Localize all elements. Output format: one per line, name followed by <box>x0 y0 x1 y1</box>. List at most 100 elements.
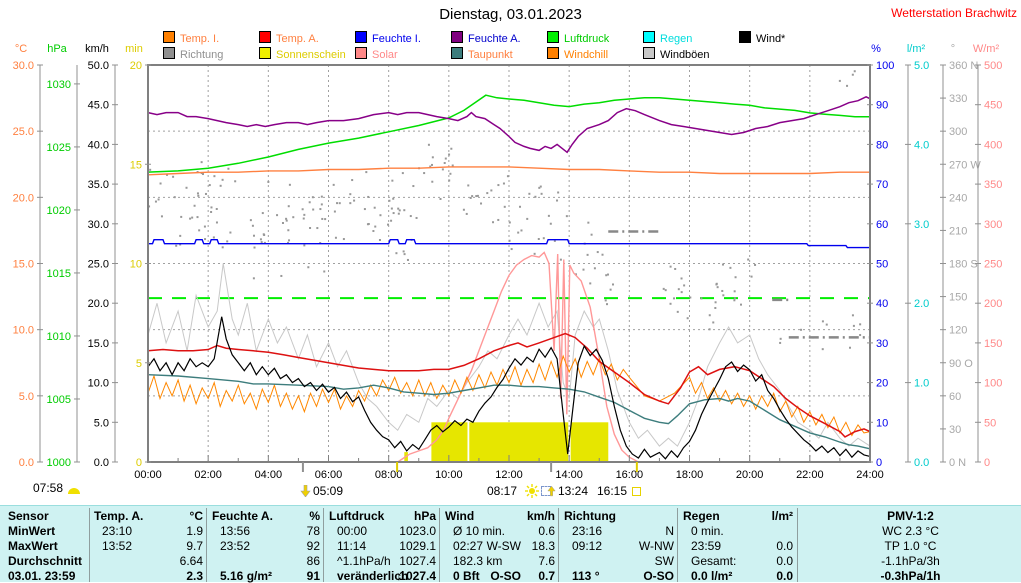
axis-: 0 N 30 60 90 O 120 150 180 S 210 240 270 W 300 330 3… <box>940 43 981 469</box>
table-value: SW <box>654 554 674 568</box>
table-time: 23:52 <box>220 539 251 553</box>
table-separator <box>558 508 559 582</box>
table-value: 91 <box>306 569 320 583</box>
table-time: veränderlich <box>337 569 409 583</box>
series-feuchte_i <box>148 238 870 249</box>
svg-text:2.0: 2.0 <box>914 298 929 310</box>
axis-unit: % <box>871 43 881 55</box>
table-value: 0.7 <box>538 569 555 583</box>
station-name: Wetterstation Brachwitz <box>891 6 1017 20</box>
svg-text:35.0: 35.0 <box>88 179 109 191</box>
table-time: 5.16 g/m² <box>220 569 273 583</box>
table-time: 13:52 <box>102 539 133 553</box>
svg-text:1.0: 1.0 <box>914 378 929 390</box>
svg-text:50: 50 <box>876 259 888 271</box>
column-header: Wind <box>445 509 475 523</box>
marker-arrow-down: 05:09 <box>313 484 344 498</box>
table-time: Gesamt: <box>691 554 737 568</box>
svg-text:400: 400 <box>984 139 1002 151</box>
table-separator <box>677 508 678 582</box>
legend-label: Sonnenschein <box>276 49 346 61</box>
axis-kmh: 0.0 5.0 10.0 15.0 20.0 25.0 30.0 35.0 40.0 45.0 50… <box>85 43 118 469</box>
svg-text:500: 500 <box>984 60 1002 72</box>
axis-unit: km/h <box>85 43 109 55</box>
table-value: 1023.0 <box>399 524 436 538</box>
svg-text:04:00: 04:00 <box>255 469 283 481</box>
svg-text:10:00: 10:00 <box>435 469 463 481</box>
svg-text:06:00: 06:00 <box>315 469 343 481</box>
svg-text:150: 150 <box>949 292 967 304</box>
svg-text:24:00: 24:00 <box>856 469 884 481</box>
statistics-table: Sensor MinWert MaxWert Durchschnitt 03.01. 2… <box>0 505 1021 583</box>
table-time: 182.3 km <box>453 554 503 568</box>
svg-text:3.0: 3.0 <box>914 219 929 231</box>
marker-sun: 08:17 <box>487 484 518 498</box>
table-time: 0 Bft <box>453 569 480 583</box>
table-value: 92 <box>306 539 320 553</box>
svg-text:240: 240 <box>949 192 967 204</box>
legend-swatch-icon <box>739 31 751 43</box>
legend-swatch-icon <box>451 31 463 43</box>
table-value: 6.64 <box>179 554 203 568</box>
svg-text:18:00: 18:00 <box>676 469 704 481</box>
svg-text:150: 150 <box>984 338 1002 350</box>
axis-unit: °C <box>15 43 27 55</box>
svg-text:00:00: 00:00 <box>134 469 162 481</box>
table-value: 2.3 <box>186 569 203 583</box>
legend-item-richtung: Richtung <box>163 45 223 61</box>
row-label: Durchschnitt <box>8 554 83 568</box>
svg-text:20: 20 <box>876 378 888 390</box>
svg-text:1015: 1015 <box>47 268 71 280</box>
axis-: 0 10 20 30 40 50 60 70 80 90 100% <box>867 43 894 469</box>
axis-unit: W/m² <box>973 43 1000 55</box>
table-time: 23:10 <box>102 524 133 538</box>
table-value: -1.1hPa/3h <box>881 554 940 568</box>
svg-text:1010: 1010 <box>47 331 71 343</box>
series-feuchte_a <box>147 95 871 154</box>
row-label: Sensor <box>8 509 49 523</box>
series-luftdruck <box>147 94 870 173</box>
table-value: WC 2.3 °C <box>882 524 939 538</box>
svg-text:25.0: 25.0 <box>88 259 109 271</box>
legend-item-windb-en: Windböen <box>643 45 710 61</box>
table-time: 11:14 <box>337 539 367 553</box>
series-windboeen <box>147 263 871 447</box>
legend-item-feuchte-i-: Feuchte I. <box>355 29 421 45</box>
axis-min: 0 5 10 15 20 min <box>125 43 151 469</box>
svg-text:0: 0 <box>136 457 142 469</box>
svg-text:300: 300 <box>984 219 1002 231</box>
svg-text:50: 50 <box>984 417 996 429</box>
svg-text:30: 30 <box>949 424 961 436</box>
legend-label: Temp. A. <box>276 33 319 45</box>
legend-label: Solar <box>372 49 398 61</box>
svg-text:180 S: 180 S <box>949 259 978 271</box>
svg-text:5.0: 5.0 <box>19 391 34 403</box>
legend-swatch-icon <box>643 47 655 59</box>
axis-C: 0.0 5.0 10.0 15.0 20.0 25.0 30.0 °C <box>13 43 43 469</box>
sunshine-bars <box>404 422 609 462</box>
legend-label: Richtung <box>180 49 224 61</box>
legend-item-windchill: Windchill <box>547 45 608 61</box>
svg-text:40: 40 <box>876 298 888 310</box>
svg-text:60: 60 <box>949 391 961 403</box>
column-header: Richtung <box>564 509 616 523</box>
table-separator <box>89 508 90 582</box>
table-time: 09:12 <box>572 539 603 553</box>
column-header: Temp. A. <box>94 509 144 523</box>
svg-text:50.0: 50.0 <box>88 60 109 72</box>
svg-text:1030: 1030 <box>47 79 71 91</box>
svg-text:15.0: 15.0 <box>88 338 109 350</box>
svg-text:08:00: 08:00 <box>375 469 403 481</box>
legend-label: Luftdruck <box>564 33 610 45</box>
table-value: 1027.4 <box>399 569 436 583</box>
legend-label: Windböen <box>660 49 710 61</box>
table-value: 0.0 <box>776 569 793 583</box>
series-temp_i <box>147 166 870 176</box>
svg-text:5.0: 5.0 <box>94 417 109 429</box>
table-time: 13:56 <box>220 524 251 538</box>
svg-text:210: 210 <box>949 225 967 237</box>
legend-item-wind-: Wind* <box>739 29 785 45</box>
table-value: W-NW <box>638 539 674 553</box>
table-time: Ø 10 min. <box>453 524 506 538</box>
row-label: 03.01. 23:59 <box>8 569 76 583</box>
